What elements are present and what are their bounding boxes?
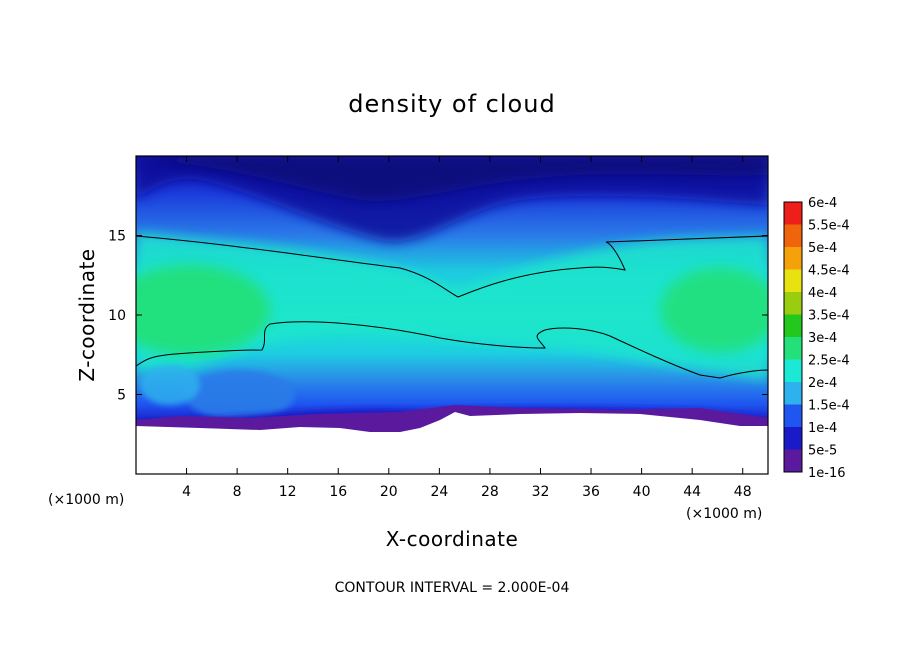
colorbar-swatch [784, 427, 802, 450]
x-tick-label: 40 [633, 484, 651, 500]
colorbar-label: 3e-4 [808, 331, 837, 346]
colorbar-swatch [784, 247, 802, 270]
colorbar-swatch [784, 202, 802, 225]
colorbar-label: 1.5e-4 [808, 399, 850, 414]
x-axis: 4 8 12 16 20 24 28 32 36 40 44 48 [182, 156, 752, 500]
x-tick-label: 32 [532, 484, 550, 500]
colorbar-label: 2e-4 [808, 376, 837, 391]
colorbar-swatch [784, 449, 802, 472]
y-tick-label: 10 [108, 308, 126, 324]
colorbar-frame [783, 201, 803, 473]
y-tick-label: 5 [117, 388, 126, 404]
x-tick-label: 20 [380, 484, 398, 500]
y-unit-label: (×1000 m) [48, 492, 124, 508]
x-unit-label: (×1000 m) [686, 506, 762, 522]
colorbar-swatch [784, 269, 802, 292]
chart-title: density of cloud [348, 90, 555, 118]
x-tick-label: 24 [430, 484, 448, 500]
colorbar-label: 5e-5 [808, 444, 837, 459]
colorbar-label: 1e-16 [808, 466, 846, 481]
colorbar-swatch [784, 224, 802, 247]
contour-interval-label: CONTOUR INTERVAL = 2.000E-04 [335, 580, 570, 596]
x-tick-label: 28 [481, 484, 499, 500]
colorbar-swatch [784, 404, 802, 427]
colorbar-label: 4e-4 [808, 286, 837, 301]
colorbar-swatch [784, 359, 802, 382]
x-tick-label: 16 [329, 484, 347, 500]
y-axis: 5 10 15 [108, 229, 768, 404]
colorbar-swatch [784, 337, 802, 360]
colorbar: 1e-16 5e-5 1e-4 1.5e-4 2e-4 2.5e-4 3e-4 3.5e-4 4… [783, 196, 850, 481]
y-axis-title: Z-coordinate [75, 248, 99, 381]
x-tick-label: 8 [233, 484, 242, 500]
colorbar-label: 2.5e-4 [808, 354, 850, 369]
colorbar-label: 5.5e-4 [808, 219, 850, 234]
colorbar-label: 3.5e-4 [808, 309, 850, 324]
x-axis-title: X-coordinate [386, 527, 519, 551]
colorbar-label: 4.5e-4 [808, 264, 850, 279]
colorbar-swatch [784, 292, 802, 315]
x-tick-label: 12 [279, 484, 297, 500]
x-tick-label: 44 [683, 484, 701, 500]
colorbar-label: 5e-4 [808, 241, 837, 256]
colorbar-label: 1e-4 [808, 421, 837, 436]
colorbar-label: 6e-4 [808, 196, 837, 211]
y-tick-label: 15 [108, 229, 126, 245]
x-tick-label: 4 [182, 484, 191, 500]
colorbar-swatch [784, 382, 802, 405]
heatmap-field [136, 156, 768, 474]
x-tick-label: 48 [734, 484, 752, 500]
x-tick-label: 36 [582, 484, 600, 500]
colorbar-swatch [784, 314, 802, 337]
